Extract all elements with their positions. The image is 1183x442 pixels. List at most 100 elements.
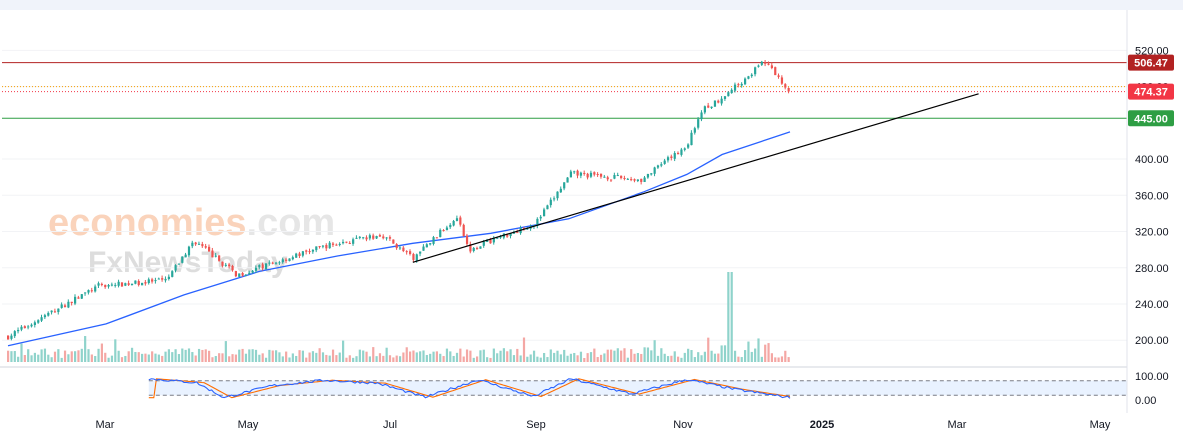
time-tick-3: Sep: [526, 419, 546, 431]
volume-bar: [529, 354, 532, 362]
volume-bar: [395, 355, 398, 362]
candle-body: [201, 244, 204, 247]
volume-bar: [439, 353, 442, 362]
volume-bar: [305, 357, 308, 362]
candle-body: [191, 242, 194, 247]
volume-bar: [489, 357, 492, 362]
candle-body: [358, 236, 361, 238]
volume-bar: [680, 357, 683, 362]
candle-body: [288, 258, 291, 262]
candle-body: [321, 245, 325, 247]
candle-body: [492, 238, 495, 243]
candle-body: [583, 172, 586, 174]
volume-bar: [462, 356, 465, 362]
volume-bar: [425, 354, 428, 362]
volume-bar: [124, 355, 127, 362]
volume-bar: [197, 348, 201, 362]
candle-body: [754, 67, 757, 75]
candlesticks[interactable]: [7, 59, 790, 341]
volume-bar: [777, 357, 780, 362]
candle-body: [171, 271, 174, 277]
candle-body: [439, 229, 442, 238]
candle-body: [549, 199, 552, 206]
volume-bar: [97, 348, 100, 362]
volume-bar: [496, 353, 499, 362]
volume-bar: [703, 351, 706, 362]
candle-body: [40, 317, 43, 321]
volume-bar: [737, 356, 740, 362]
volume-bar: [660, 348, 663, 362]
candle-body: [757, 65, 760, 67]
candle-body: [412, 254, 415, 260]
candle-body: [298, 253, 301, 257]
volume-bar: [33, 352, 36, 362]
candle-body: [737, 84, 740, 86]
candle-body: [445, 227, 449, 231]
volume-bar: [241, 348, 244, 362]
volume-bar: [553, 352, 556, 362]
volume-bar: [452, 355, 455, 362]
volume-bar: [526, 356, 529, 362]
candle-body: [311, 249, 315, 252]
volume-bar: [636, 353, 639, 362]
volume-bar: [167, 349, 170, 362]
candle-body: [683, 148, 686, 150]
candle-body: [543, 209, 546, 217]
volume-bar: [412, 350, 415, 362]
candle-body: [449, 224, 452, 228]
volume-bar: [573, 352, 576, 362]
volume-bar: [53, 351, 57, 362]
volume-bar: [687, 348, 690, 362]
volume-bar: [117, 350, 120, 362]
volume-bar: [321, 352, 325, 362]
volume-bar: [228, 356, 231, 362]
volume-bar: [244, 353, 248, 362]
volume-bar: [643, 347, 646, 362]
candle-body: [700, 112, 703, 120]
candle-body: [512, 232, 516, 234]
candle-body: [630, 179, 633, 181]
volume-bar: [630, 349, 633, 362]
volume-bar: [368, 356, 371, 362]
volume-bar: [248, 349, 251, 362]
volume-bar: [10, 351, 13, 362]
candle-body: [30, 324, 33, 327]
volume-bar: [70, 351, 73, 362]
candle-body: [522, 228, 526, 230]
candle-body: [784, 84, 787, 88]
time-tick-2: Jul: [383, 419, 397, 431]
candle-body: [613, 175, 616, 179]
stochastic-k-line: [148, 378, 791, 399]
volume-bar: [177, 354, 181, 362]
candle-body: [248, 272, 251, 275]
volume-bar: [784, 350, 787, 362]
candle-body: [623, 177, 626, 180]
volume-bar: [402, 352, 405, 362]
candle-body: [335, 244, 338, 246]
candle-body: [733, 84, 737, 91]
volume-bar: [398, 356, 402, 362]
volume-bar: [291, 353, 294, 362]
volume-bar: [502, 348, 505, 362]
candle-body: [713, 100, 717, 107]
volume-bar: [318, 348, 321, 362]
trendline[interactable]: [412, 93, 979, 263]
candle-body: [462, 224, 465, 236]
volume-bar: [650, 350, 653, 362]
volume-bar: [566, 355, 569, 362]
volume-bar: [593, 348, 596, 362]
candle-body: [33, 322, 36, 325]
volume-bar: [315, 352, 318, 362]
volume-bar: [663, 353, 666, 362]
volume-bar: [754, 348, 757, 362]
volume-bar: [345, 357, 348, 362]
candle-body: [74, 296, 77, 304]
volume-bar: [100, 343, 103, 362]
volume-bar: [134, 351, 137, 362]
volume-bar: [519, 355, 522, 362]
candle-body: [566, 177, 569, 183]
candle-body: [378, 235, 382, 237]
candle-body: [194, 242, 197, 245]
candle-body: [141, 282, 144, 286]
